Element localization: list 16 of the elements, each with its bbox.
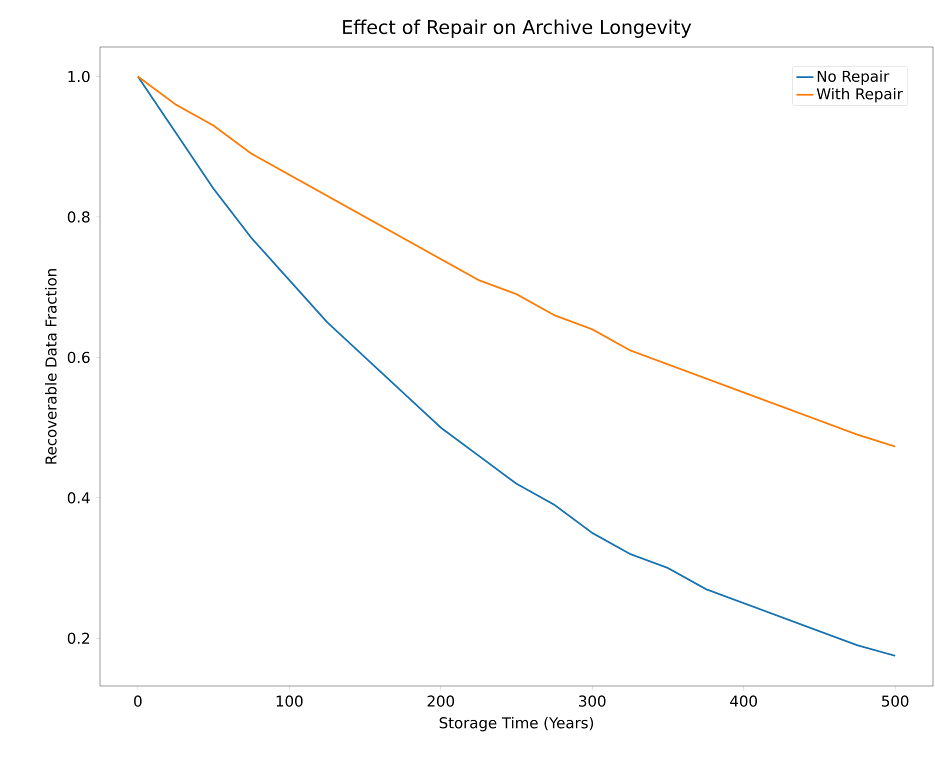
y-tick-label: 1.0 <box>68 70 90 82</box>
y-tick-label: 0.8 <box>68 211 90 223</box>
y-tick-label: 0.4 <box>68 492 90 504</box>
x-tick-label: 300 <box>579 695 606 707</box>
y-tick-label: 0.2 <box>68 632 90 644</box>
x-tick-label: 0 <box>134 695 142 707</box>
chart-title: Effect of Repair on Archive Longevity <box>343 20 692 38</box>
x-tick-label: 400 <box>730 695 757 707</box>
x-tick-label: 100 <box>276 695 303 707</box>
x-tick-label: 500 <box>882 695 908 707</box>
y-axis-title: Recoverable Data Fraction <box>45 269 57 464</box>
y-tick-label: 0.6 <box>68 352 90 364</box>
x-axis-title: Storage Time (Years) <box>440 716 594 732</box>
legend-label: With Repair <box>816 88 903 102</box>
x-tick-label: 200 <box>428 695 454 707</box>
legend-label: No Repair <box>818 70 890 85</box>
